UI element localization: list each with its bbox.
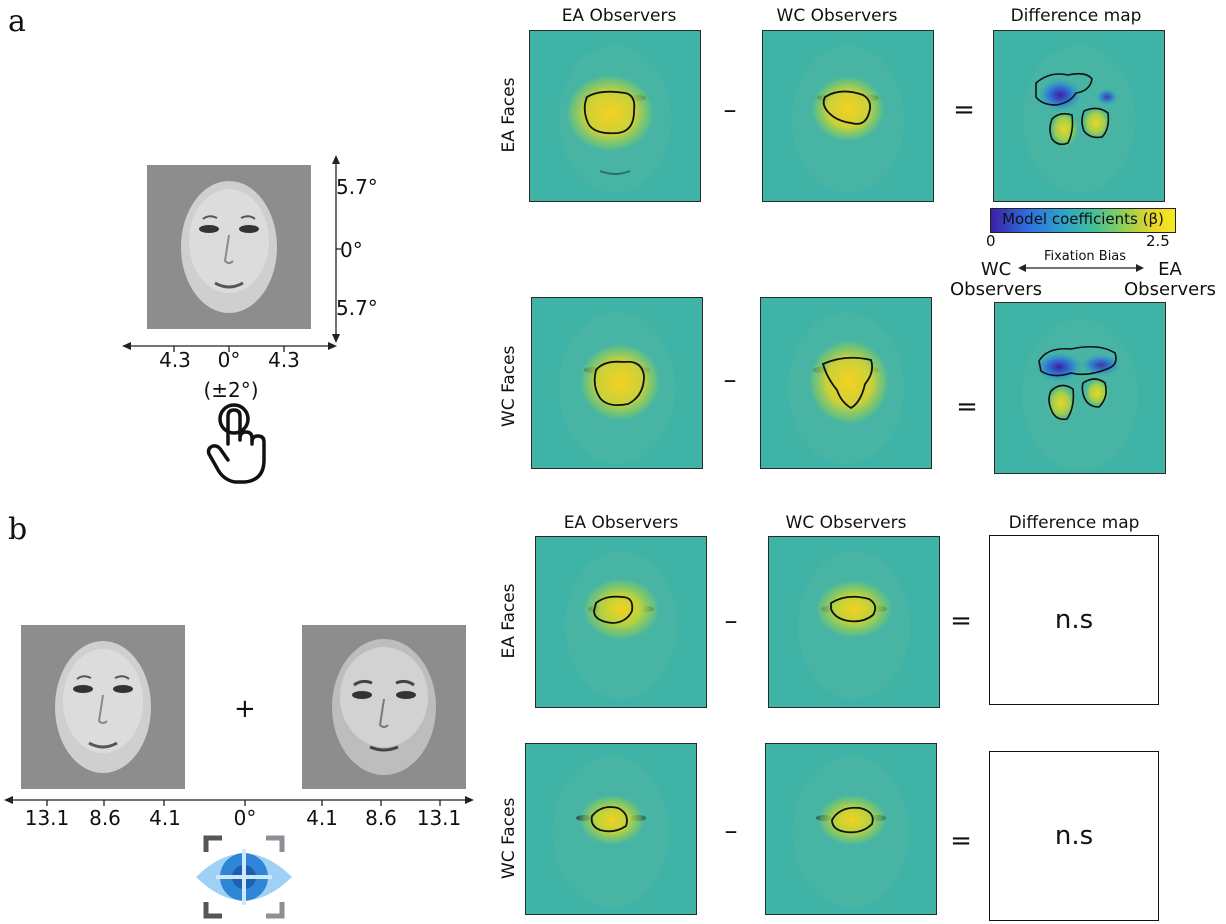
heatmap-wc-obs-ea-faces bbox=[762, 30, 934, 202]
bias-left-label: WC Observers bbox=[950, 259, 1042, 300]
row-header-wc-faces-b: WC Faces bbox=[499, 797, 519, 879]
eye-tracking-icon bbox=[192, 834, 296, 924]
colorbar-title: Model coefficients (β) bbox=[1002, 210, 1164, 228]
equals-sign-b2: = bbox=[950, 826, 972, 856]
equals-sign-a1: = bbox=[953, 95, 975, 125]
x-tick-b-2: 4.1 bbox=[149, 806, 181, 830]
x-tick-center-a: 0° bbox=[217, 348, 241, 372]
difference-map-b-wc-faces: n.s bbox=[989, 751, 1159, 921]
colorbar: Model coefficients (β) bbox=[990, 208, 1176, 233]
heatmap-b-ea-obs-wc-faces bbox=[525, 743, 697, 915]
heatmap-b-wc-obs-wc-faces bbox=[765, 743, 937, 915]
heatmap-ea-obs-ea-faces bbox=[529, 30, 701, 202]
minus-sign-a1: – bbox=[723, 95, 737, 125]
heatmap-wc-obs-wc-faces bbox=[760, 297, 932, 469]
heatmap-b-wc-obs-ea-faces bbox=[768, 536, 940, 708]
y-tick-bottom-a: 5.7° bbox=[336, 296, 378, 320]
ns-label-1: n.s bbox=[1054, 605, 1094, 635]
jitter-label: (±2°) bbox=[203, 378, 259, 402]
colorbar-max: 2.5 bbox=[1146, 232, 1170, 250]
stimulus-face-ea-b bbox=[21, 625, 185, 789]
horizontal-axis-a bbox=[122, 342, 337, 352]
fixation-bias-label: Fixation Bias bbox=[1043, 249, 1127, 264]
x-tick-right-a: 4.3 bbox=[268, 348, 300, 372]
x-tick-b-3: 0° bbox=[233, 806, 257, 830]
heatmap-b-ea-obs-ea-faces bbox=[535, 536, 707, 708]
row-header-ea-faces-a: EA Faces bbox=[499, 77, 519, 153]
panel-b-letter: b bbox=[8, 512, 28, 547]
equals-sign-b1: = bbox=[950, 606, 972, 636]
col-header-ea-observers-b: EA Observers bbox=[563, 513, 679, 533]
minus-sign-b2: – bbox=[724, 816, 738, 846]
fixation-bias-arrow bbox=[1018, 264, 1144, 272]
x-tick-left-a: 4.3 bbox=[159, 348, 191, 372]
difference-map-ea-faces bbox=[993, 30, 1165, 202]
heatmap-ea-obs-wc-faces bbox=[531, 297, 703, 469]
touch-hand-icon bbox=[205, 402, 275, 492]
horizontal-axis-b bbox=[4, 796, 474, 806]
vertical-axis-a bbox=[332, 155, 341, 343]
difference-map-wc-faces bbox=[994, 302, 1166, 474]
equals-sign-a2: = bbox=[956, 392, 978, 422]
minus-sign-a2: – bbox=[723, 365, 737, 395]
colorbar-min: 0 bbox=[986, 232, 996, 250]
x-tick-b-5: 8.6 bbox=[365, 806, 397, 830]
fixation-cross: + bbox=[234, 694, 256, 724]
col-header-difference-map-b: Difference map bbox=[1008, 513, 1140, 533]
row-header-ea-faces-b: EA Faces bbox=[499, 583, 519, 659]
panel-a-letter: a bbox=[8, 4, 26, 39]
y-tick-top-a: 5.7° bbox=[336, 175, 378, 199]
col-header-wc-observers-a: WC Observers bbox=[776, 6, 898, 26]
minus-sign-b1: – bbox=[724, 606, 738, 636]
col-header-difference-map-a: Difference map bbox=[1010, 6, 1142, 26]
difference-map-b-ea-faces: n.s bbox=[989, 535, 1159, 705]
col-header-ea-observers-a: EA Observers bbox=[561, 6, 677, 26]
stimulus-face-ea bbox=[147, 165, 311, 329]
stimulus-face-wc-b bbox=[302, 625, 466, 789]
y-tick-mid-a: 0° bbox=[340, 238, 363, 262]
x-tick-b-6: 13.1 bbox=[416, 806, 462, 830]
x-tick-b-4: 4.1 bbox=[306, 806, 338, 830]
bias-right-label: EA Observers bbox=[1124, 259, 1216, 300]
row-header-wc-faces-a: WC Faces bbox=[499, 345, 519, 427]
ns-label-2: n.s bbox=[1054, 821, 1094, 851]
x-tick-b-0: 13.1 bbox=[24, 806, 70, 830]
col-header-wc-observers-b: WC Observers bbox=[785, 513, 907, 533]
x-tick-b-1: 8.6 bbox=[89, 806, 121, 830]
